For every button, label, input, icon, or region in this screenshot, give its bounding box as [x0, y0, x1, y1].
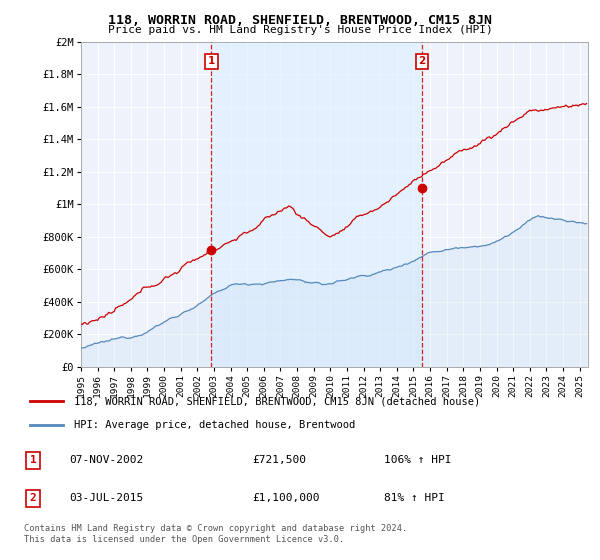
Text: This data is licensed under the Open Government Licence v3.0.: This data is licensed under the Open Gov… — [24, 535, 344, 544]
Text: 1: 1 — [29, 455, 37, 465]
Text: 07-NOV-2002: 07-NOV-2002 — [69, 455, 143, 465]
Text: 03-JUL-2015: 03-JUL-2015 — [69, 493, 143, 503]
Text: 2: 2 — [29, 493, 37, 503]
Text: 81% ↑ HPI: 81% ↑ HPI — [384, 493, 445, 503]
Text: 118, WORRIN ROAD, SHENFIELD, BRENTWOOD, CM15 8JN: 118, WORRIN ROAD, SHENFIELD, BRENTWOOD, … — [108, 14, 492, 27]
Text: Price paid vs. HM Land Registry's House Price Index (HPI): Price paid vs. HM Land Registry's House … — [107, 25, 493, 35]
Text: 118, WORRIN ROAD, SHENFIELD, BRENTWOOD, CM15 8JN (detached house): 118, WORRIN ROAD, SHENFIELD, BRENTWOOD, … — [74, 396, 481, 407]
Bar — [211, 42, 422, 367]
Text: Contains HM Land Registry data © Crown copyright and database right 2024.: Contains HM Land Registry data © Crown c… — [24, 524, 407, 533]
Text: £1,100,000: £1,100,000 — [252, 493, 320, 503]
Text: 1: 1 — [208, 57, 215, 67]
Text: 106% ↑ HPI: 106% ↑ HPI — [384, 455, 452, 465]
Text: 2: 2 — [418, 57, 425, 67]
Text: HPI: Average price, detached house, Brentwood: HPI: Average price, detached house, Bren… — [74, 419, 355, 430]
Text: £721,500: £721,500 — [252, 455, 306, 465]
